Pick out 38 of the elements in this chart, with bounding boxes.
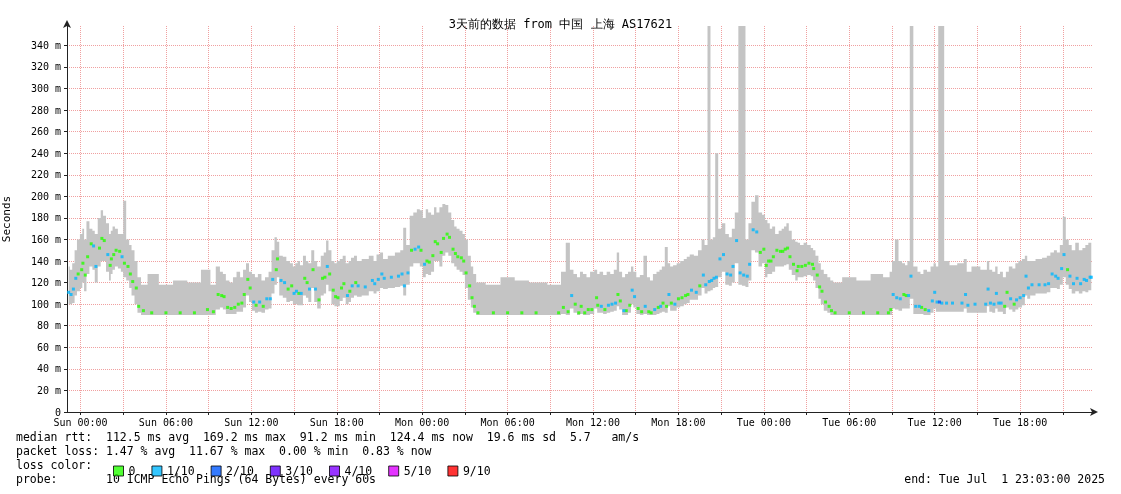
chart-title: 3天前的数据 from 中国 上海 AS17621: [448, 17, 673, 31]
text: end: Tue Jul 1 23:03:00 2025: [904, 472, 1106, 486]
x-tick-label: Sun 18:00: [309, 416, 364, 428]
y-tick-label: 140 m: [30, 255, 61, 267]
y-tick-label: 180 m: [30, 212, 61, 224]
y-axis-title: Seconds: [0, 195, 13, 243]
y-tick-label: 120 m: [30, 277, 61, 289]
x-tick-label: Sun 12:00: [224, 416, 279, 428]
legend-label: 9/10: [462, 464, 491, 478]
legend-title: loss color:: [16, 458, 93, 472]
y-tick-label: 40 m: [36, 363, 61, 375]
y-tick-label: 220 m: [30, 169, 61, 181]
x-tick-label: Tue 18:00: [993, 416, 1048, 428]
x-tick-label: Mon 12:00: [565, 416, 621, 428]
y-tick-label: 0: [54, 406, 61, 418]
x-tick-label: Mon 00:00: [395, 416, 450, 428]
x-tick-label: Tue 00:00: [736, 416, 791, 428]
y-tick-label: 240 m: [30, 147, 61, 159]
y-tick-label: 160 m: [30, 233, 61, 245]
y-tick-label: 60 m: [36, 341, 61, 353]
y-tick-label: 300 m: [30, 83, 61, 95]
y-tick-label: 200 m: [30, 190, 61, 202]
x-tick-label: Tue 06:00: [822, 416, 877, 428]
text: packet loss: 1.47 % avg 11.67 % max 0.00 % min 0.83 % now: [16, 444, 432, 458]
y-tick-label: 320 m: [30, 61, 61, 73]
x-tick-label: Mon 18:00: [651, 416, 706, 428]
y-tick-label: 80 m: [36, 320, 61, 332]
x-tick-label: Mon 06:00: [480, 416, 535, 428]
y-tick-label: 100 m: [30, 298, 61, 310]
x-tick-label: Sun 06:00: [138, 416, 194, 428]
x-tick-label: Sun 00:00: [53, 416, 108, 428]
y-tick-label: 340 m: [30, 39, 61, 51]
y-tick-label: 260 m: [30, 126, 61, 138]
text: median rtt: 112.5 ms avg 169.2 ms max 91.2 ms min 124.4 ms now 19.6 ms sd 5.7 am/s: [16, 430, 640, 444]
x-tick-label: Tue 12:00: [907, 416, 962, 428]
y-tick-label: 280 m: [30, 104, 61, 116]
legend-label: 5/10: [403, 464, 432, 478]
y-tick-label: 20 m: [36, 384, 61, 396]
